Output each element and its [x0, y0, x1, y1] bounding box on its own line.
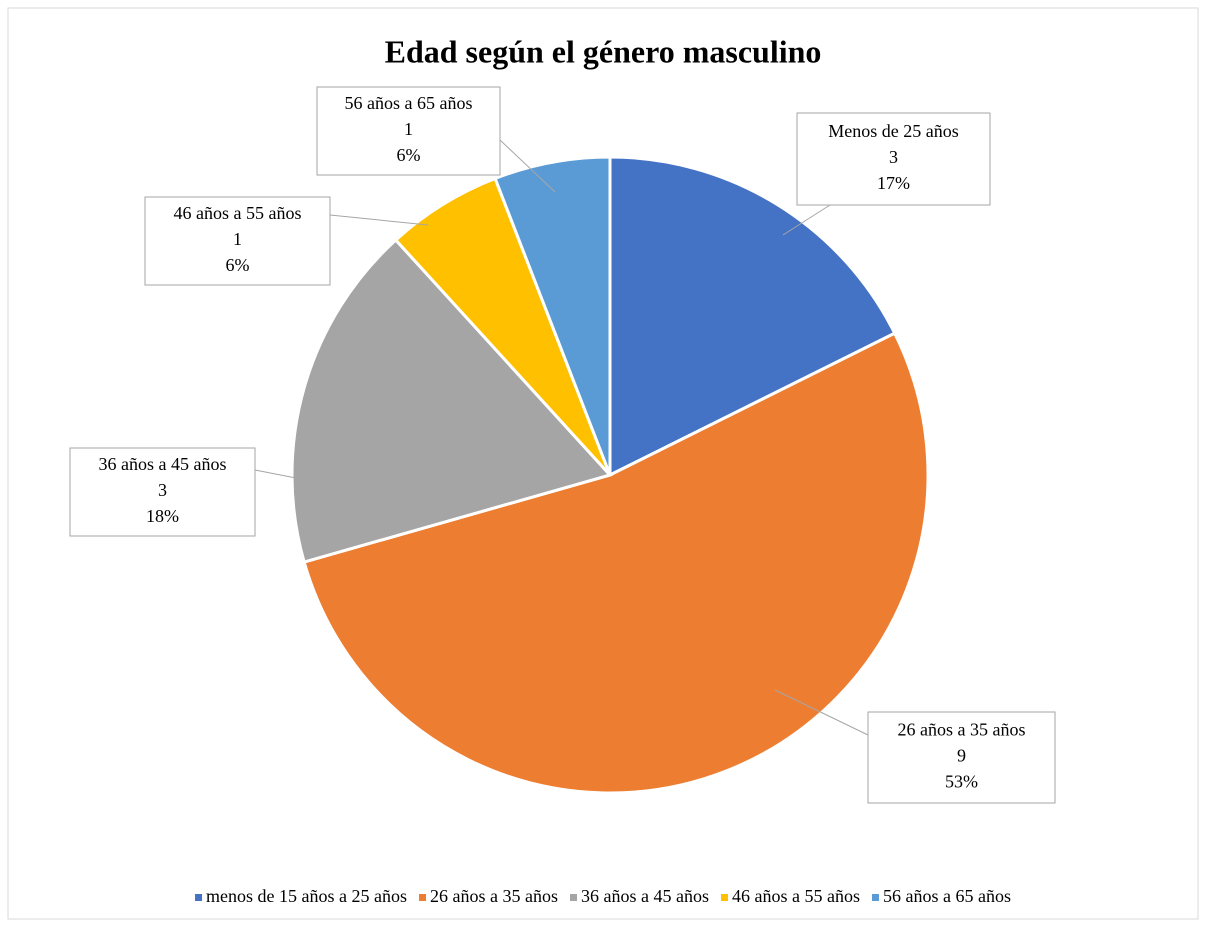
pie-slice: [493, 155, 612, 476]
data-label-value: 3: [158, 480, 167, 500]
data-label-value: 3: [889, 147, 898, 167]
legend-label: menos de 15 años a 25 años: [206, 886, 407, 906]
chart-title: Edad según el género masculino: [385, 33, 822, 69]
leader-line: [774, 689, 869, 736]
pie-slice: [302, 331, 930, 795]
legend-marker: [570, 894, 577, 901]
leader-line: [782, 204, 831, 236]
leader-line: [499, 139, 556, 193]
label-box: [144, 196, 331, 286]
leader-line: [254, 469, 343, 488]
pie-slice: [290, 237, 613, 564]
legend-label: 56 años a 65 años: [883, 886, 1011, 906]
data-label-percent: 6%: [397, 145, 421, 165]
legend-label: 36 años a 45 años: [581, 886, 709, 906]
legend-marker: [871, 894, 879, 901]
data-label-name: 36 años a 45 años: [99, 454, 227, 474]
legend-label: 26 años a 35 años: [430, 886, 558, 906]
data-label-percent: 53%: [945, 772, 978, 792]
data-label-name: 46 años a 55 años: [174, 203, 302, 223]
data-label-value: 1: [404, 119, 413, 139]
legend-marker: [419, 894, 427, 901]
data-label-name: Menos de 25 años: [828, 121, 958, 141]
data-label-percent: 17%: [877, 173, 910, 193]
data-label-percent: 6%: [226, 255, 250, 275]
legend-marker: [195, 894, 203, 901]
label-box: [796, 112, 991, 206]
data-label-name: 56 años a 65 años: [345, 93, 473, 113]
label-box: [316, 86, 501, 176]
data-label-name: 26 años a 35 años: [898, 720, 1026, 740]
legend-marker: [720, 894, 728, 901]
data-label-value: 1: [233, 229, 242, 249]
label-box: [69, 447, 256, 537]
data-label-percent: 18%: [146, 506, 179, 526]
pie-slice: [608, 155, 897, 478]
label-box: [867, 711, 1056, 804]
legend-label: 46 años a 55 años: [732, 886, 860, 906]
data-label-value: 9: [957, 746, 966, 766]
leader-line: [329, 214, 429, 226]
